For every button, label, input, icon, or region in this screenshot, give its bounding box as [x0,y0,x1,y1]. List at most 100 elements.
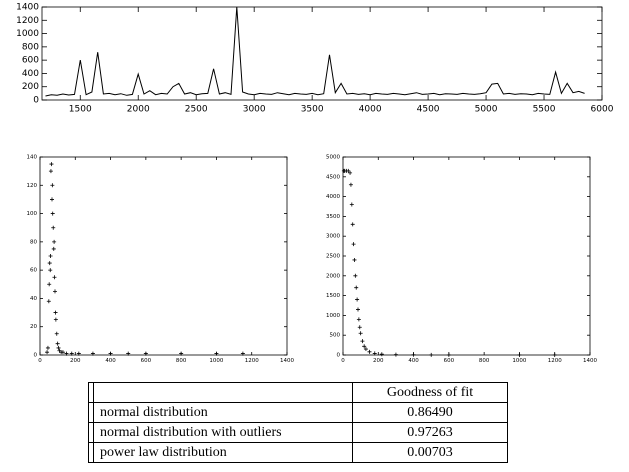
y-tick-label: 1000 [16,29,39,39]
point [372,351,377,356]
y-tick-label: 5000 [326,155,340,161]
point [50,183,55,188]
point [48,254,53,258]
x-tick-label: 6000 [591,105,614,115]
point [355,307,360,312]
plot-frame [342,156,591,356]
y-tick-label: 200 [22,82,39,92]
x-tick-label: 1000 [209,358,223,364]
y-tick-label: 0 [337,353,341,359]
row-label: power law distribution [93,442,353,463]
point [90,351,95,356]
point [52,275,57,280]
x-tick-label: 2500 [185,105,208,115]
point [56,345,61,350]
x-tick-label: 0 [38,358,42,364]
point [49,162,54,167]
point [411,352,416,357]
point [48,169,53,174]
point [69,351,74,356]
row-value: 0.97263 [352,422,508,443]
y-tick-label: 3500 [326,214,340,220]
point [47,282,52,287]
point [76,351,81,356]
point [45,350,50,355]
y-tick-label: 600 [22,56,39,66]
x-tick-label: 400 [105,358,116,364]
point [360,339,365,344]
point [357,325,362,330]
point [45,345,50,350]
point [55,341,60,346]
point [143,351,148,356]
point [240,351,245,356]
point [356,317,361,322]
y-tick-label: 0 [34,353,38,359]
y-tick-label: 1000 [326,313,340,319]
point [362,344,367,349]
x-tick-label: 600 [444,358,455,364]
y-tick-label: 1400 [16,3,39,13]
x-tick-label: 1200 [245,358,259,364]
point [179,351,184,356]
x-tick-label: 5000 [475,105,498,115]
point [53,317,58,322]
row: power law distribution 0.00703 [88,442,508,463]
point [354,285,359,290]
y-tick-label: 400 [22,69,39,79]
y-tick-label: 4500 [326,174,340,180]
point [348,170,353,175]
point [47,261,52,266]
point [446,352,451,357]
y-tick-label: 2500 [326,254,340,260]
plot-frame [39,156,288,356]
y-tick-label: 3000 [326,234,340,240]
point [517,352,522,357]
point [108,351,113,356]
row-label: normal distribution [93,402,353,423]
y-tick-label: 4000 [326,194,340,200]
x-tick-label: 200 [373,358,384,364]
point [358,331,363,336]
point [353,273,358,278]
y-tick-label: 1500 [326,293,340,299]
x-tick-label: 1200 [548,358,562,364]
y-tick-label: 500 [330,333,341,339]
x-tick-label: 5500 [533,105,556,115]
x-tick-label: 1400 [280,358,294,364]
fit-table: Goodness of fit normal distribution 0.864… [88,382,508,463]
point [351,242,356,247]
header-row: Goodness of fit [88,382,508,403]
point [367,349,372,354]
point [52,239,57,244]
y-tick-label: 40 [30,296,37,302]
y-tick-label: 120 [27,183,38,189]
x-tick-label: 1400 [583,358,597,364]
point [60,350,65,355]
point [348,182,353,187]
x-tick-label: 0 [341,358,345,364]
row-value: 0.00703 [352,442,508,463]
x-tick-label: 3500 [301,105,324,115]
y-tick-label: 20 [30,324,37,330]
y-tick-label: 140 [27,155,38,161]
x-tick-label: 4500 [417,105,440,115]
series-line [45,6,585,97]
row: normal distribution with outliers 0.97263 [88,422,508,443]
point [349,202,354,207]
x-tick-label: 200 [70,358,81,364]
row-value: 0.86490 [352,402,508,423]
x-tick-label: 400 [408,358,419,364]
x-tick-label: 800 [176,358,187,364]
point [126,351,131,356]
point [49,197,54,202]
point [214,351,219,356]
point [355,297,360,302]
y-tick-label: 0 [33,96,39,106]
point [46,299,51,304]
point [48,268,53,273]
y-tick-label: 60 [30,268,37,274]
point [552,352,557,357]
x-tick-label: 2000 [127,105,150,115]
